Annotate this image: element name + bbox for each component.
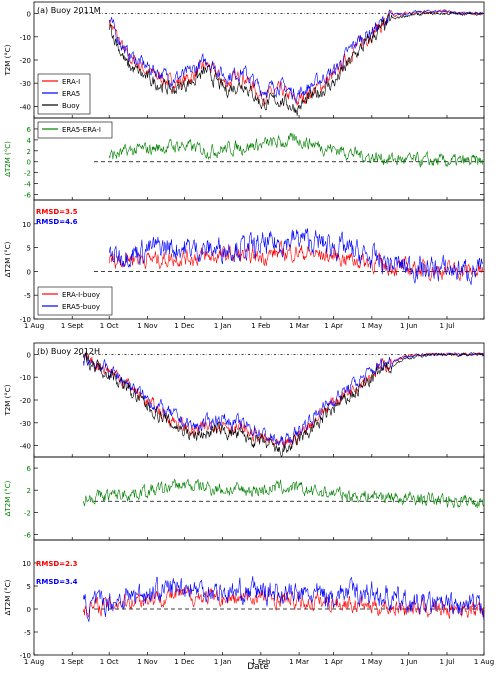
legend-entry: ERA5-buoy: [62, 303, 100, 311]
rmsd-annotation: RMSD=4.6: [36, 218, 78, 226]
y-tick-label: -40: [20, 443, 31, 451]
legend-entry: ERA5-ERA-I: [62, 126, 101, 134]
series-line-buoy: [83, 352, 485, 457]
series-line-era5-buoy: [83, 576, 485, 622]
x-tick-label: 1 Jan: [214, 658, 231, 666]
x-tick-label: 1 Jun: [400, 658, 418, 666]
series-line-era-i-buoy: [108, 240, 484, 282]
x-tick-label: 1 Apr: [324, 658, 343, 666]
y-tick-label: -6: [24, 192, 32, 200]
x-tick-label: 1 Dec: [174, 658, 194, 666]
panel-title: (a) Buoy 2011M: [37, 6, 101, 15]
x-tick-label: 1 Dec: [174, 322, 194, 330]
x-tick-label: 1 Sept: [61, 658, 84, 666]
x-tick-label: 1 Feb: [251, 322, 271, 330]
legend-box: [37, 121, 113, 139]
x-tick-label: 1 Jul: [439, 322, 454, 330]
x-tick-label: 1 Oct: [100, 658, 119, 666]
x-tick-label: 1 Jun: [400, 322, 418, 330]
y-tick-label: 2: [27, 487, 31, 495]
y-tick-label: 6: [27, 126, 32, 134]
x-tick-label: 1 May: [361, 322, 382, 330]
y-axis-label: T2M (°C): [4, 384, 12, 416]
y-tick-label: -30: [20, 420, 31, 428]
y-tick-label: -2: [24, 509, 31, 517]
y-tick-label: -40: [20, 103, 31, 111]
y-tick-label: 5: [27, 245, 31, 253]
legend-entry: ERA-I: [62, 78, 80, 86]
y-tick-label: -5: [24, 292, 31, 300]
series-line-era5-era-i: [83, 478, 485, 509]
x-tick-label: 1 Aug: [24, 322, 44, 330]
legend-entry: ERA-I-buoy: [62, 291, 100, 299]
legend-entry: Buoy: [62, 102, 80, 110]
y-tick-label: -10: [20, 34, 31, 42]
y-tick-label: 5: [27, 583, 31, 591]
rmsd-annotation: RMSD=3.5: [36, 208, 78, 216]
x-tick-label: 1 Aug: [474, 658, 494, 666]
y-tick-label: 0: [27, 11, 31, 19]
x-tick-label: 1 Oct: [100, 322, 119, 330]
y-tick-label: -2: [24, 170, 31, 178]
x-tick-label: 1 Jul: [439, 658, 454, 666]
y-tick-label: 0: [27, 351, 31, 359]
panel-frame: [33, 456, 485, 541]
legend-entry: ERA5: [62, 90, 80, 98]
y-tick-label: 2: [27, 148, 31, 156]
x-tick-label: 1 Feb: [251, 658, 271, 666]
y-tick-label: -5: [24, 629, 31, 637]
y-tick-label: -10: [20, 652, 31, 660]
y-tick-label: -4: [24, 181, 32, 189]
y-tick-label: 4: [27, 137, 32, 145]
y-tick-label: 10: [22, 560, 31, 568]
x-tick-label: 1 Apr: [324, 322, 343, 330]
series-line-era5-buoy: [108, 228, 484, 285]
series-line-era5-era-i: [108, 132, 484, 168]
series-line-era5: [108, 9, 483, 104]
x-tick-label: 1 Nov: [137, 322, 157, 330]
y-axis-label: ΔT2M (°C): [4, 480, 12, 516]
x-tick-label: 1 Nov: [137, 658, 157, 666]
y-tick-label: 6: [27, 465, 32, 473]
x-tick-label: 1 Aug: [24, 658, 44, 666]
y-tick-label: -20: [20, 397, 31, 405]
y-tick-label: 0: [27, 606, 31, 614]
series-line-buoy: [108, 11, 483, 116]
y-tick-label: -30: [20, 80, 31, 88]
y-tick-label: -6: [24, 531, 32, 539]
x-tick-label: 1 Mar: [289, 322, 309, 330]
y-tick-label: 10: [22, 221, 31, 229]
rmsd-annotation: RMSD=2.3: [36, 560, 78, 568]
y-tick-label: -20: [20, 57, 31, 65]
series-line-era-i-buoy: [83, 586, 485, 619]
y-axis-label: ΔT2M (°C): [4, 241, 12, 277]
y-tick-label: -10: [20, 316, 31, 324]
panel-frame: [33, 539, 485, 656]
y-tick-label: -10: [20, 374, 31, 382]
panel-frame: [33, 199, 485, 320]
x-tick-label: 1 Mar: [289, 658, 309, 666]
series-line-era-i: [108, 9, 483, 107]
legend-box: [37, 286, 113, 316]
x-tick-label: 1 May: [361, 658, 382, 666]
x-tick-label: 1 Jan: [214, 322, 231, 330]
y-tick-label: 0: [27, 159, 31, 167]
x-axis-label: Date: [247, 662, 269, 672]
rmsd-annotation: RMSD=3.4: [36, 578, 78, 586]
y-axis-label: ΔT2M (°C): [4, 141, 12, 177]
x-tick-label: 1 Sept: [61, 322, 84, 330]
y-tick-label: 0: [27, 268, 31, 276]
y-axis-label: T2M (°C): [4, 44, 12, 76]
series-line-era5: [83, 351, 485, 449]
y-axis-label: ΔT2M (°C): [4, 579, 12, 615]
panel-title: (b) Buoy 2012H: [37, 347, 100, 356]
